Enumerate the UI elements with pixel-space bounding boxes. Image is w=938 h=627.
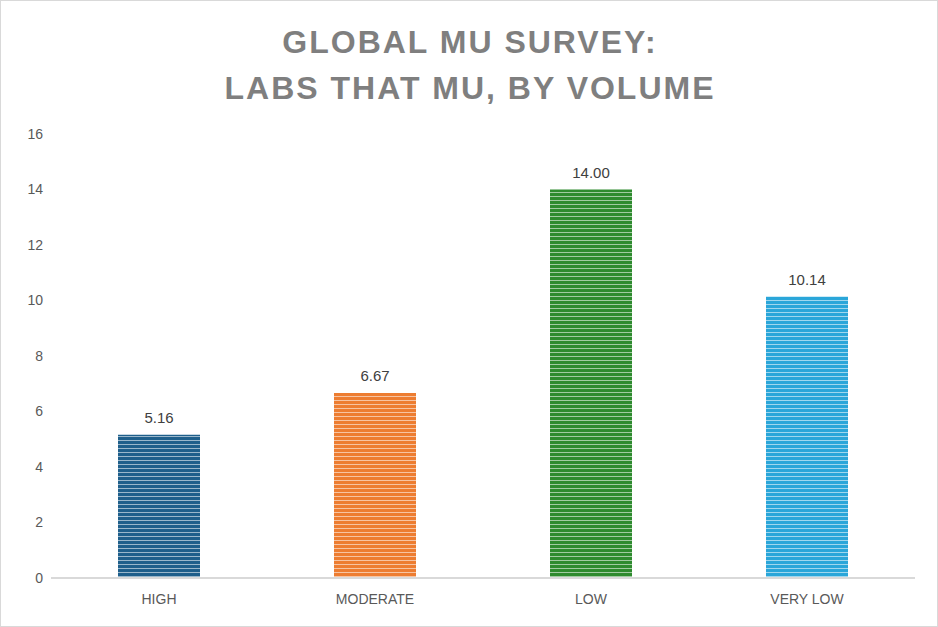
svg-text:6.67: 6.67 (360, 367, 389, 384)
svg-text:14.00: 14.00 (572, 164, 610, 181)
svg-text:14: 14 (27, 181, 43, 197)
svg-text:MODERATE: MODERATE (336, 591, 414, 607)
svg-text:10.14: 10.14 (788, 271, 826, 288)
svg-text:HIGH: HIGH (142, 591, 177, 607)
svg-text:2: 2 (35, 514, 43, 530)
svg-text:4: 4 (35, 459, 43, 475)
svg-text:LOW: LOW (575, 591, 608, 607)
svg-text:0: 0 (35, 570, 43, 586)
html-text:LABS THAT MU, BY VOLUME: LABS THAT MU, BY VOLUME (224, 70, 716, 106)
svg-text:6: 6 (35, 403, 43, 419)
svg-text:8: 8 (35, 348, 43, 364)
svg-text:16: 16 (27, 126, 43, 142)
svg-text:5.16: 5.16 (144, 409, 173, 426)
svg-text:12: 12 (27, 237, 43, 253)
svg-text:VERY LOW: VERY LOW (770, 591, 844, 607)
svg-text:10: 10 (27, 292, 43, 308)
html-text:GLOBAL MU SURVEY:: GLOBAL MU SURVEY: (282, 24, 658, 60)
